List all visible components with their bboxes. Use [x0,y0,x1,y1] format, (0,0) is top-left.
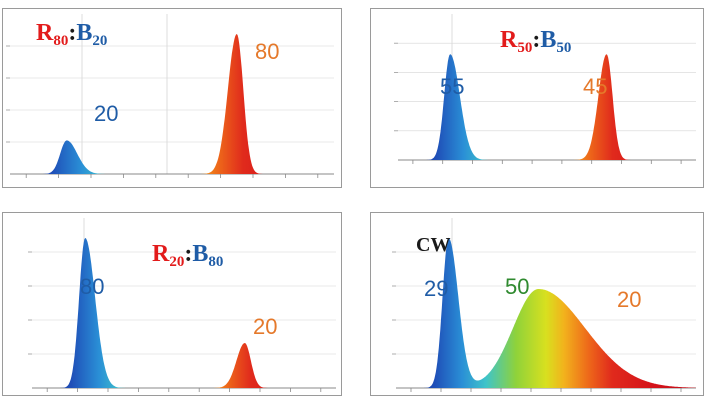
title-separator: : [184,241,193,267]
title-r-letter: R [152,241,170,267]
chart-panel-r80-b20: R80:B20 20 80 [2,8,342,188]
title-separator: : [532,27,541,53]
cw-spectrum-area [396,237,696,388]
red-percent-label: 80 [255,39,280,64]
red-peak-area [554,54,659,161]
blue-peak-area [398,54,503,161]
green-percent-label: 50 [505,274,530,299]
title-separator: : [68,20,77,46]
blue-percent-label: 29 [424,276,449,301]
spectrum-plot-3 [2,212,342,396]
title-b-ratio: 20 [92,33,108,49]
chart-panel-r50-b50: R50:B50 55 45 [370,8,704,188]
plot-frame [2,212,342,396]
panel-title: R50:B50 [500,28,571,56]
blue-percent-label: 20 [94,101,119,126]
red-peak-area [180,34,294,174]
plot-frame [370,8,704,188]
spectrum-plot-4 [370,212,704,396]
spectrum-plot-1 [2,8,342,188]
title-b-letter: B [192,241,209,267]
blue-percent-label: 55 [440,74,465,99]
title-r-ratio: 50 [517,40,533,56]
chart-panel-r20-b80: R20:B80 80 20 [2,212,342,396]
red-percent-label: 45 [583,74,608,99]
blue-percent-label: 80 [80,274,105,299]
panel-title: R80:B20 [36,21,107,49]
panel-title: R20:B80 [152,242,223,270]
blue-peak-area [32,238,139,388]
title-b-ratio: 50 [556,40,572,56]
title-r-letter: R [500,27,518,53]
title-b-ratio: 80 [208,254,224,270]
blue-peak-area [10,140,124,174]
red-peak-area [191,343,298,388]
title-r-letter: R [36,20,54,46]
title-cw: CW [416,234,451,256]
title-r-ratio: 80 [53,33,69,49]
red-percent-label: 20 [253,314,278,339]
title-b-letter: B [540,27,557,53]
chart-panel-cw: CW 29 50 20 [370,212,704,396]
title-r-ratio: 20 [169,254,185,270]
title-b-letter: B [76,20,93,46]
orange-percent-label: 20 [617,287,642,312]
panel-title: CW [416,232,450,256]
spectrum-plot-2 [370,8,704,188]
